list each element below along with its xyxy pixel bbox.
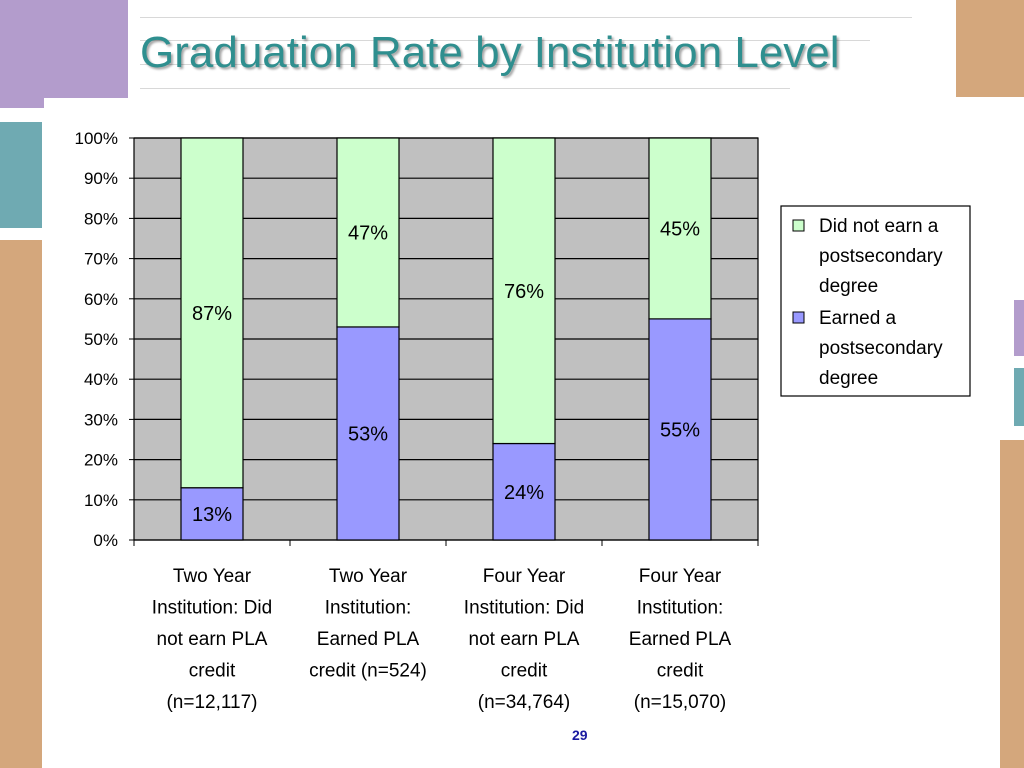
- data-label-earned-degree: 24%: [504, 482, 544, 504]
- deco-tan-block-left: [0, 240, 42, 768]
- legend-swatch-earned-degree: [792, 311, 805, 324]
- deco-line-4: [140, 88, 790, 89]
- legend-label-earned-degree: Earned a postsecondary degree: [819, 308, 943, 389]
- y-tick-label: 10%: [84, 491, 118, 510]
- y-tick-label: 60%: [84, 290, 118, 309]
- deco-tan-block-top-right: [956, 0, 1024, 97]
- deco-line-2: [140, 40, 870, 41]
- x-category-label-line: Institution:: [325, 598, 412, 619]
- data-label-earned-degree: 53%: [348, 423, 388, 445]
- legend-box: [780, 205, 971, 397]
- deco-purple-block-right: [1014, 300, 1024, 356]
- x-category-label-line: credit: [501, 661, 548, 682]
- slide-title: Graduation Rate by Institution Level: [140, 28, 840, 77]
- x-category-label-line: credit (n=524): [309, 661, 427, 682]
- data-label-did-not-earn-degree: 87%: [192, 303, 232, 325]
- x-category-label-line: Two Year: [173, 566, 252, 587]
- y-tick-label: 0%: [93, 531, 118, 550]
- bar-earned-degree: [648, 318, 712, 541]
- data-label-earned-degree: 55%: [660, 419, 700, 441]
- x-category-label-line: not earn PLA: [469, 629, 580, 650]
- x-category-label-line: Two Year: [329, 566, 408, 587]
- y-tick-label: 20%: [84, 451, 118, 470]
- x-category-label-line: Four Year: [639, 566, 722, 587]
- bar-did-not-earn-degree: [336, 137, 400, 328]
- y-tick-label: 70%: [84, 250, 118, 269]
- deco-line-1: [140, 17, 912, 18]
- deco-purple-block-top-left: [0, 0, 128, 108]
- x-category-label-line: not earn PLA: [157, 629, 268, 650]
- x-category-label: Four Year Institution: Earned PLA credit (n=…: [629, 566, 732, 713]
- x-category-label-line: credit: [189, 661, 236, 682]
- legend-swatch-did-not-earn-degree: [792, 219, 805, 232]
- legend-label-line: degree: [819, 368, 878, 389]
- x-category-label-line: Institution:: [637, 598, 724, 619]
- x-category-label-line: Earned PLA: [317, 629, 420, 650]
- bar-did-not-earn-degree: [492, 137, 556, 445]
- bar-earned-degree: [180, 487, 244, 541]
- x-category-label-line: (n=34,764): [478, 692, 570, 713]
- x-category-label-line: Four Year: [483, 566, 566, 587]
- x-category-label-line: Institution: Did: [464, 598, 584, 619]
- data-label-did-not-earn-degree: 45%: [660, 218, 700, 240]
- legend-label-line: degree: [819, 276, 878, 297]
- x-category-label-line: Earned PLA: [629, 629, 732, 650]
- deco-teal-block-left: [0, 122, 42, 228]
- legend-label-line: postsecondary: [819, 246, 943, 267]
- y-tick-label: 30%: [84, 410, 118, 429]
- x-category-label-line: credit: [657, 661, 704, 682]
- page-number: 29: [572, 727, 588, 743]
- bar-did-not-earn-degree: [648, 137, 712, 320]
- x-category-label-line: Institution: Did: [152, 598, 272, 619]
- x-category-label: Four Year Institution: Did not earn PLA cre…: [464, 566, 584, 713]
- y-tick-label: 40%: [84, 370, 118, 389]
- x-category-label-line: (n=12,117): [166, 692, 257, 713]
- data-label-did-not-earn-degree: 47%: [348, 222, 388, 244]
- deco-line-3: [140, 64, 830, 65]
- x-category-label: Two Year Institution: Earned PLA credit (n=…: [309, 566, 427, 682]
- deco-tan-block-bottom-right: [1000, 440, 1024, 768]
- x-category-label-line: (n=15,070): [634, 692, 726, 713]
- y-tick-label: 100%: [75, 129, 118, 148]
- legend-label-did-not-earn-degree: Did not earn a postsecondary degree: [819, 216, 943, 297]
- deco-teal-block-right: [1014, 368, 1024, 426]
- data-label-did-not-earn-degree: 76%: [504, 281, 544, 303]
- legend-label-line: Earned a: [819, 308, 897, 329]
- y-tick-label: 90%: [84, 169, 118, 188]
- bar-did-not-earn-degree: [180, 137, 244, 489]
- data-label-earned-degree: 13%: [192, 504, 232, 526]
- legend-label-line: postsecondary: [819, 338, 943, 359]
- legend-label-line: Did not earn a: [819, 216, 939, 237]
- y-tick-label: 50%: [84, 330, 118, 349]
- x-category-label: Two Year Institution: Did not earn PLA cred…: [152, 566, 272, 713]
- y-tick-label: 80%: [84, 209, 118, 228]
